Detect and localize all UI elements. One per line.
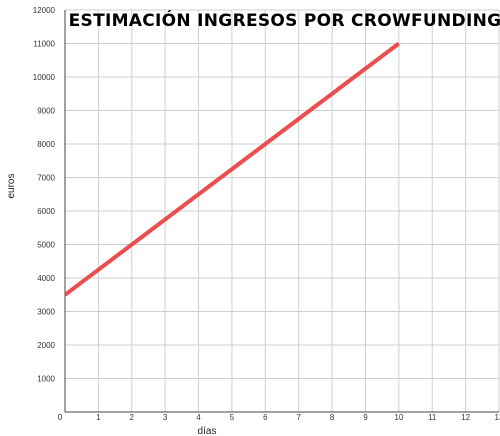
chart-title: ESTIMACIÓN INGRESOS POR CROWFUNDING (69, 9, 500, 31)
axes (64, 10, 499, 413)
x-tick-label: 11 (428, 413, 437, 422)
y-tick-label: 4000 (37, 274, 55, 283)
x-tick-label: 6 (263, 413, 268, 422)
y-tick-label: 1000 (37, 375, 55, 384)
series-line (63, 41, 401, 297)
y-tick-label: 6000 (37, 207, 55, 216)
y-tick-label: 10000 (33, 73, 56, 82)
x-tick-label: 4 (196, 413, 201, 422)
x-tick-label: 10 (394, 413, 403, 422)
y-tick-label: 12000 (33, 6, 56, 15)
y-tick-label: 9000 (37, 107, 55, 116)
x-tick-label: 7 (296, 413, 301, 422)
y-tick-label: 7000 (37, 174, 55, 183)
y-tick-label: 5000 (37, 241, 55, 250)
x-tick-label: 3 (163, 413, 168, 422)
x-axis-title: días (198, 426, 217, 436)
y-tick-label: 8000 (37, 140, 55, 149)
y-tick-label: 3000 (37, 308, 55, 317)
x-tick-labels: 012345678910111213 (58, 413, 500, 422)
x-tick-label: 5 (230, 413, 235, 422)
y-tick-labels: 1000 2000 3000 4000 5000 6000 7000 8000 9000 1000… (33, 6, 56, 384)
x-tick-label: 2 (130, 413, 135, 422)
x-tick-label: 0 (58, 413, 63, 422)
grid (65, 9, 500, 412)
x-tick-label: 8 (330, 413, 335, 422)
x-tick-label: 1 (96, 413, 101, 422)
x-tick-label: 13 (495, 413, 500, 422)
y-tick-label: 11000 (33, 40, 55, 49)
y-tick-label: 2000 (37, 341, 55, 350)
series-group (63, 41, 401, 297)
x-tick-label: 9 (363, 413, 368, 422)
y-axis-title: euros (6, 173, 17, 198)
x-tick-label: 12 (461, 413, 470, 422)
